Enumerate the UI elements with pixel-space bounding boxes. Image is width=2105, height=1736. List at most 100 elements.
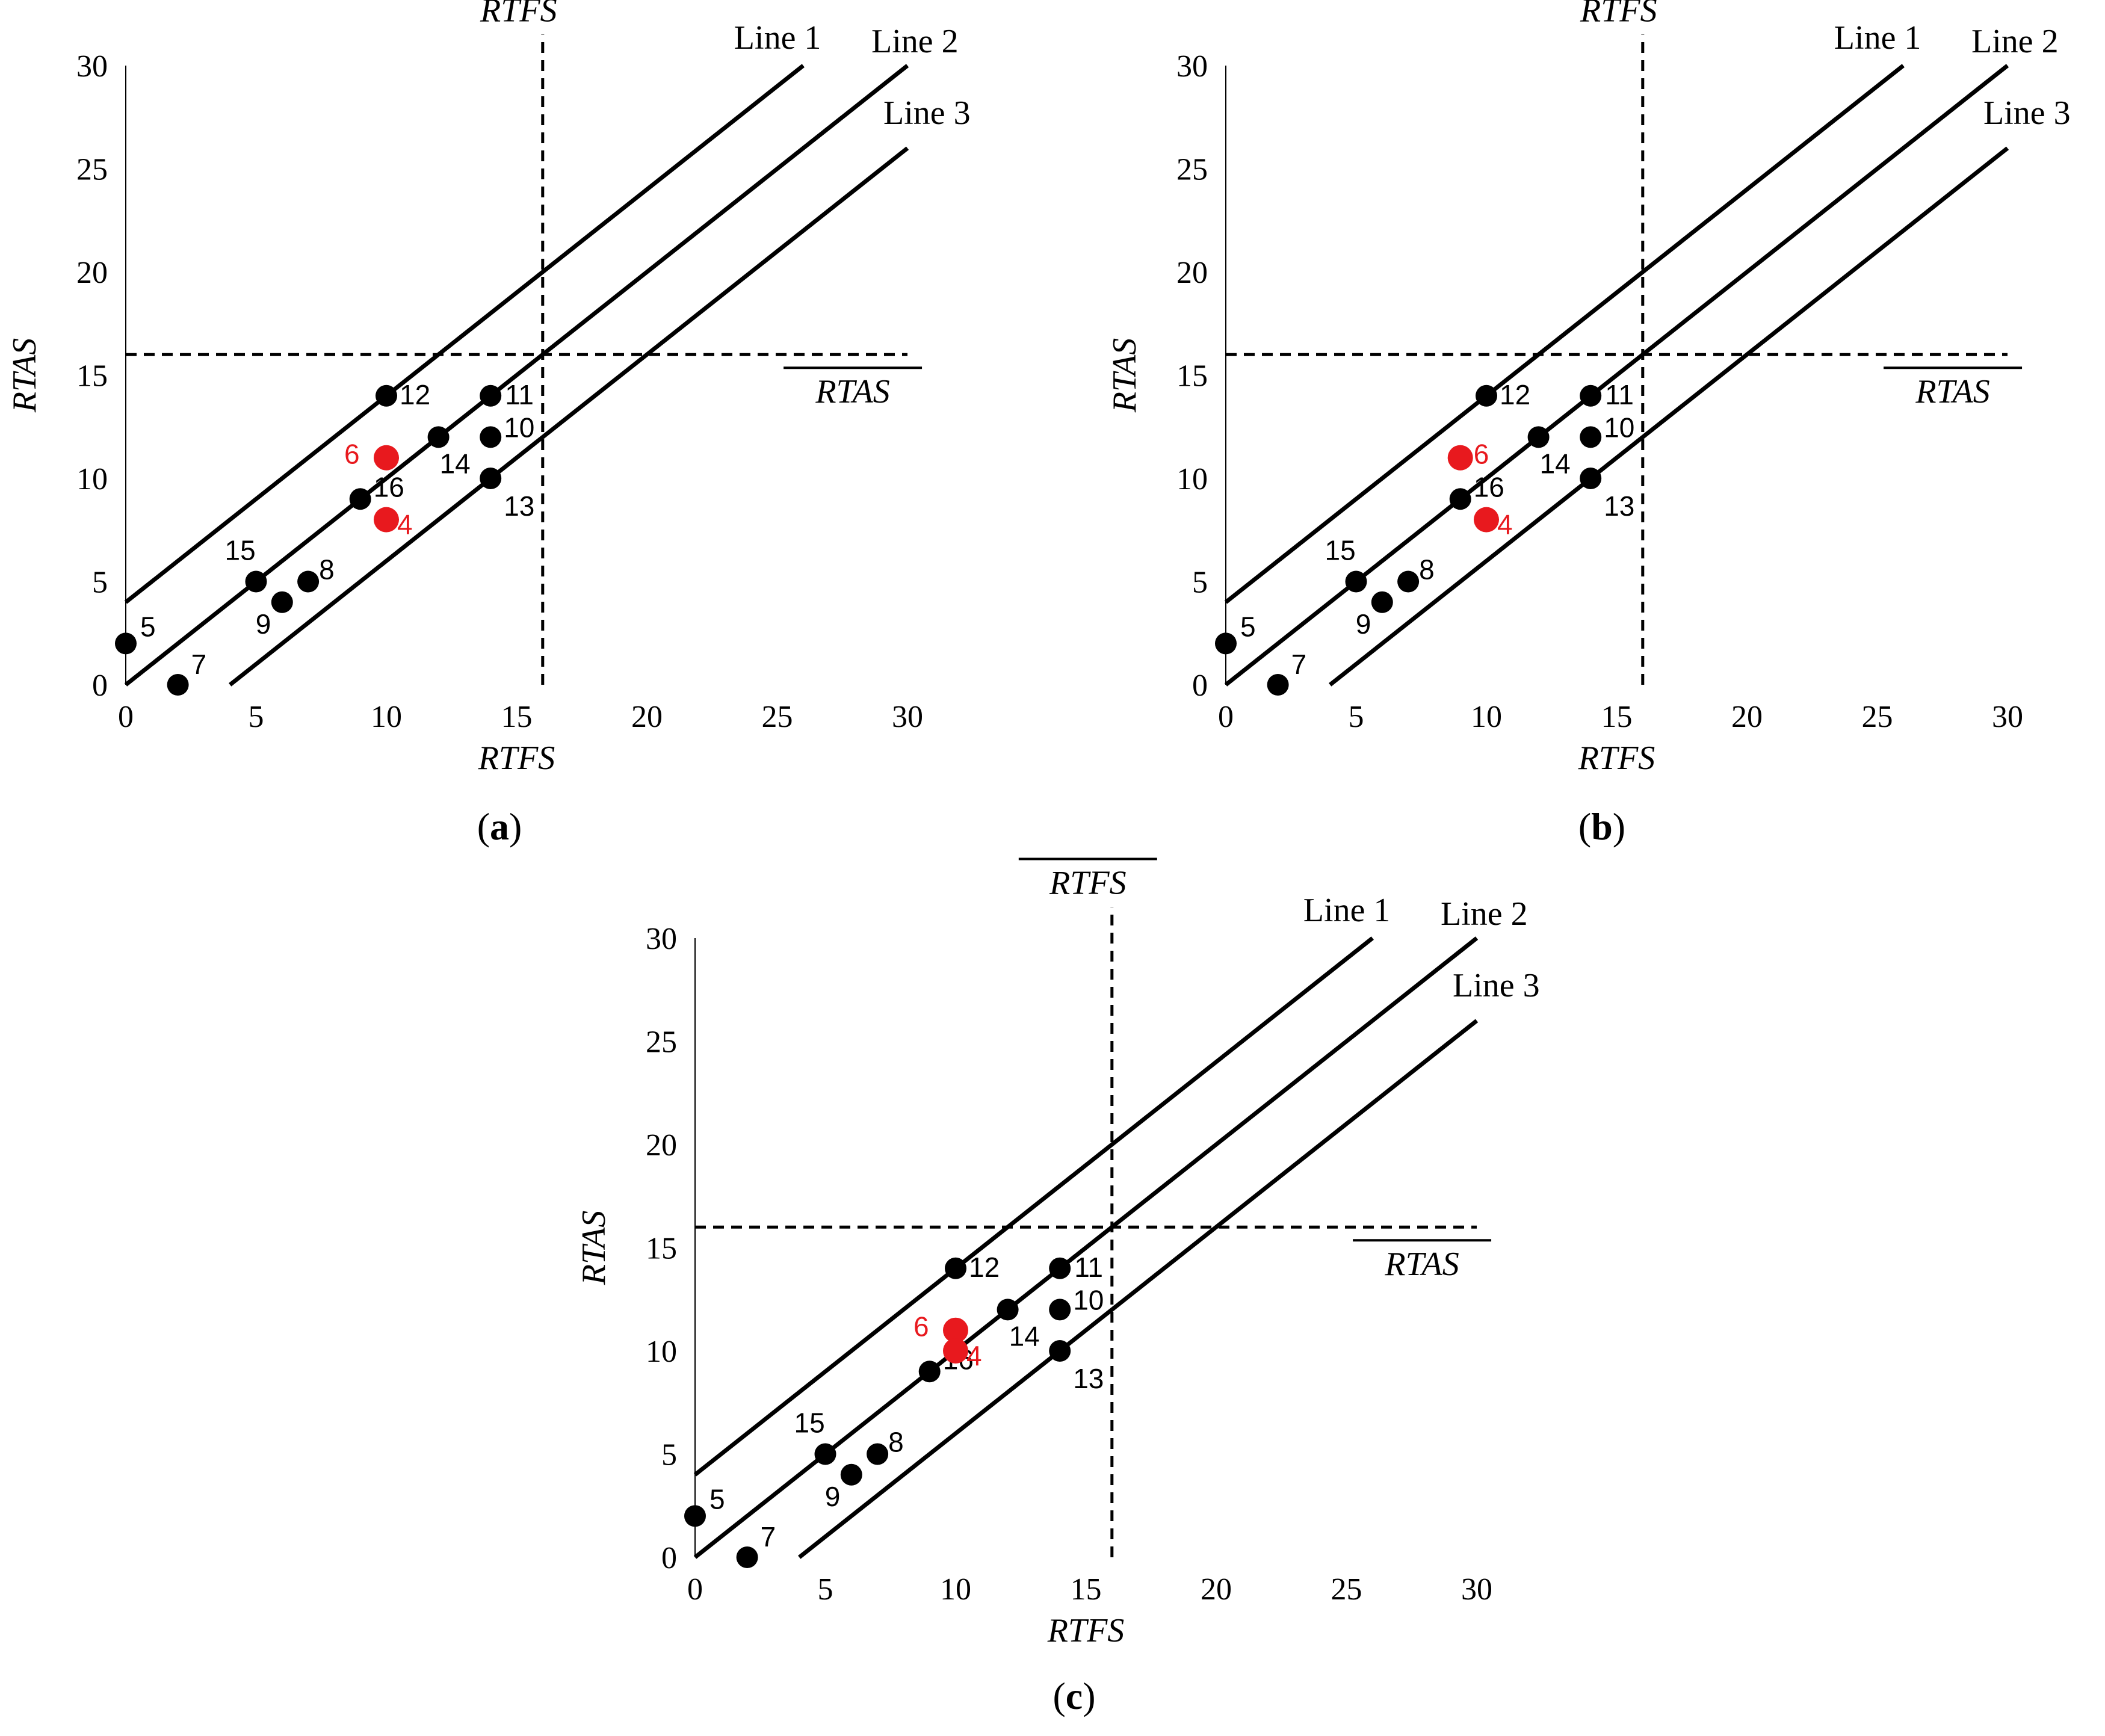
point-label-14: 14 — [1540, 448, 1571, 479]
point-label-9: 9 — [825, 1481, 841, 1512]
point-label-5: 5 — [1240, 611, 1256, 642]
y-tick-label: 5 — [92, 566, 108, 600]
point-label-13: 13 — [504, 490, 534, 522]
data-point-5 — [1215, 632, 1237, 655]
diagonal-line-2 — [124, 64, 909, 687]
y-tick-label: 15 — [646, 1232, 677, 1266]
y-tick-label: 10 — [1176, 462, 1208, 496]
diagonal-line-1 — [1224, 64, 1905, 604]
point-label-10: 10 — [1604, 412, 1634, 443]
line-label-1: Line 1 — [734, 19, 821, 57]
y-tick-label: 25 — [646, 1025, 677, 1060]
data-point-12 — [1476, 385, 1497, 407]
x-tick-label: 15 — [1601, 700, 1633, 734]
y-tick-label: 30 — [76, 49, 108, 84]
x-tick-label: 0 — [687, 1572, 703, 1607]
point-label-8: 8 — [319, 554, 335, 585]
data-point-13 — [480, 468, 502, 489]
diagonal-line-3 — [798, 1019, 1479, 1559]
data-point-16 — [918, 1361, 941, 1383]
x-tick-label: 15 — [501, 700, 533, 734]
panel-caption-b: (b) — [1578, 805, 1625, 848]
y-tick-label: 25 — [76, 153, 108, 187]
line-label-2: Line 2 — [1971, 23, 2059, 60]
data-point-10 — [1580, 426, 1602, 448]
point-label-4: 4 — [1497, 509, 1513, 540]
data-point-6 — [1447, 445, 1473, 471]
diagonal-line-3 — [1329, 146, 2009, 687]
y-tick-label: 20 — [1176, 256, 1208, 290]
data-point-12 — [945, 1257, 966, 1279]
y-tick-label: 30 — [1176, 49, 1208, 84]
point-label-6: 6 — [913, 1311, 929, 1342]
y-tick-label: 0 — [92, 669, 108, 703]
data-point-5 — [115, 632, 137, 655]
data-point-15 — [814, 1443, 836, 1465]
point-label-4: 4 — [966, 1340, 982, 1371]
data-point-9 — [271, 591, 293, 613]
data-point-16 — [1449, 488, 1471, 510]
diagonal-line-2 — [693, 936, 1479, 1559]
y-tick-label: 5 — [1192, 566, 1208, 600]
y-axis-title: RTAS — [575, 1211, 613, 1285]
x-tick-label: 10 — [940, 1572, 971, 1607]
data-point-6 — [374, 445, 399, 471]
threshold-label-rtas: RTAS — [1915, 373, 1989, 410]
data-point-11 — [1580, 385, 1602, 407]
y-tick-label: 25 — [1176, 153, 1208, 187]
y-tick-label: 20 — [76, 256, 108, 290]
threshold-label-rtas: RTAS — [815, 373, 889, 410]
point-label-7: 7 — [1291, 649, 1307, 680]
data-point-14 — [1527, 426, 1550, 448]
y-tick-label: 0 — [661, 1541, 677, 1575]
data-point-8 — [297, 570, 320, 593]
line-label-2: Line 2 — [871, 23, 959, 60]
y-tick-label: 10 — [646, 1335, 677, 1369]
point-label-11: 11 — [1074, 1252, 1103, 1283]
x-tick-label: 25 — [1862, 700, 1893, 734]
point-label-8: 8 — [1419, 554, 1435, 585]
chart-panel-a: 0 5 10 15 20 25 30 0 5 10 15 20 25 30 RTFS RTAS RTFS RTAS… — [6, 0, 971, 848]
point-label-12: 12 — [969, 1252, 1000, 1283]
y-tick-label: 15 — [1176, 359, 1208, 394]
x-tick-label: 10 — [371, 700, 402, 734]
point-label-14: 14 — [1009, 1320, 1040, 1351]
line-label-1: Line 1 — [1834, 19, 1921, 57]
line-label-2: Line 2 — [1441, 895, 1528, 933]
data-point-15 — [1345, 570, 1367, 593]
y-axis-title: RTAS — [6, 338, 43, 413]
x-tick-label: 5 — [1349, 700, 1364, 734]
data-point-11 — [480, 385, 502, 407]
diagonal-line-2 — [1224, 64, 2009, 687]
x-tick-label: 0 — [1218, 700, 1234, 734]
data-point-10 — [1049, 1299, 1071, 1321]
point-label-7: 7 — [191, 649, 207, 680]
data-point-11 — [1049, 1257, 1071, 1279]
data-point-16 — [349, 488, 371, 510]
point-label-11: 11 — [1605, 379, 1634, 410]
data-point-4 — [1474, 507, 1499, 533]
data-point-8 — [1397, 570, 1420, 593]
data-point-7 — [736, 1546, 758, 1568]
y-axis-title: RTAS — [1106, 338, 1143, 413]
point-label-7: 7 — [761, 1521, 776, 1552]
threshold-label-rtfs: RTFS — [1580, 0, 1657, 29]
data-point-6 — [943, 1317, 968, 1343]
point-label-15: 15 — [794, 1407, 825, 1439]
diagonal-line-1 — [693, 936, 1374, 1477]
point-label-9: 9 — [256, 608, 271, 640]
data-point-14 — [427, 426, 450, 448]
point-label-5: 5 — [709, 1483, 725, 1515]
y-tick-label: 30 — [646, 922, 677, 956]
x-tick-label: 5 — [818, 1572, 833, 1607]
point-label-13: 13 — [1073, 1363, 1104, 1394]
point-label-15: 15 — [225, 535, 256, 566]
line-label-3: Line 3 — [1453, 967, 1540, 1004]
data-point-13 — [1580, 468, 1602, 489]
point-label-8: 8 — [888, 1427, 904, 1458]
data-point-5 — [684, 1505, 706, 1527]
data-point-4 — [374, 507, 399, 533]
x-tick-label: 30 — [1461, 1572, 1492, 1607]
diagonal-line-1 — [124, 64, 805, 604]
